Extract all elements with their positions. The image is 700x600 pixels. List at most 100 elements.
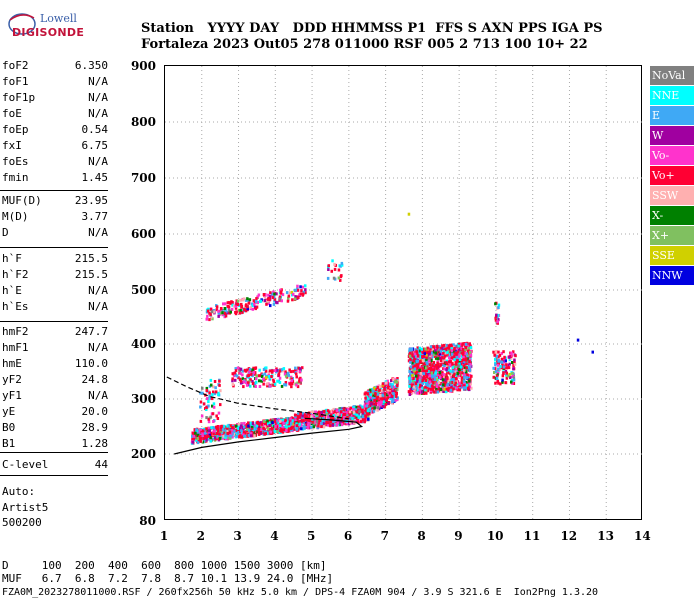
echo-point [470,374,473,378]
echo-point [256,295,259,299]
echo-point [454,362,458,366]
echo-point [280,288,283,292]
echo-point [432,381,435,385]
echo-point [436,390,439,394]
echo-point [434,349,437,353]
echo-point [287,422,290,426]
param-value: 110.0 [74,357,108,370]
echo-point [443,354,447,358]
echo-point [508,355,511,359]
echo-point [300,417,304,421]
echo-point [296,381,299,385]
echo-point [438,345,441,349]
echo-point [204,435,207,439]
echo-point [239,372,242,376]
echo-point [408,380,411,384]
echo-point [342,412,346,416]
echo-point [443,378,447,382]
echo-point [355,405,358,409]
echo-point [439,349,443,353]
echo-point [352,407,355,411]
echo-point [220,428,223,432]
echo-point [235,310,238,314]
echo-point [454,370,457,374]
echo-point [451,349,455,353]
echo-point [255,424,259,428]
echo-point [240,302,243,306]
echo-point [267,297,270,301]
echo-point [356,420,360,424]
echo-point [465,376,469,380]
echo-point [215,425,218,429]
echo-point [221,309,224,312]
echo-point [390,385,394,389]
echo-point [426,389,429,393]
echo-point [247,433,251,437]
echo-point [288,382,292,386]
echo-point [371,396,374,400]
echo-point [300,423,303,427]
echo-point [502,365,506,369]
echo-point [205,435,208,439]
echo-point [439,359,443,363]
echo-point [455,354,459,358]
echo-point [442,351,445,355]
echo-point [230,428,233,432]
echo-point [196,441,200,445]
echo-point [373,406,376,410]
echo-point [197,430,200,434]
echo-point [301,425,304,429]
echo-point [294,418,297,422]
echo-point [458,362,461,366]
echo-point [240,435,244,439]
echo-point [207,429,211,433]
echo-point [460,354,464,358]
echo-point [226,301,230,305]
param-label: C-level [2,458,49,471]
echo-point [214,436,217,440]
echo-point [457,344,460,348]
echo-point [326,423,330,427]
echo-point [381,398,384,402]
echo-point [387,401,390,405]
echo-point [208,318,211,322]
echo-point [248,376,251,380]
y-tick-label: 300 [130,392,156,406]
echo-point [421,381,424,385]
echo-point [496,363,500,367]
echo-point [322,414,326,418]
echo-point [231,382,235,386]
echo-point [463,382,467,386]
param-row-ye: yE 20.0 [2,405,108,419]
echo-point [199,400,203,404]
echo-point [360,420,363,424]
echo-point [371,391,374,395]
param-label: hmF1 [2,341,29,354]
echo-point [248,298,252,302]
echo-point [447,354,451,358]
echo-point [339,420,342,424]
echo-point [215,432,219,435]
echo-point [206,397,209,401]
echo-point [372,409,376,413]
echo-point [240,422,243,426]
echo-point [396,396,399,400]
echo-point [239,434,242,438]
echo-point [268,369,272,373]
echo-point [246,305,249,309]
echo-point [229,434,232,438]
echo-point [288,429,291,433]
echo-point [454,377,457,381]
echo-point [261,431,264,435]
echo-point [247,298,250,302]
echo-point [213,429,216,433]
echo-point [493,353,496,357]
echo-point [420,390,424,394]
echo-point [467,385,470,389]
param-row-fmin: fmin 1.45 [2,171,108,185]
echo-point [206,314,209,318]
echo-point [284,419,287,423]
echo-point [201,391,204,395]
echo-point [433,378,437,381]
echo-point [276,368,279,372]
